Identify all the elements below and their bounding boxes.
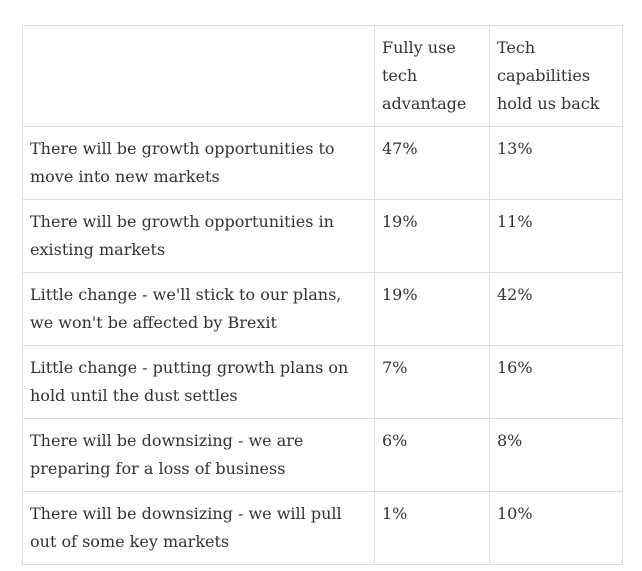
- table-row: There will be growth opportunities in ex…: [22, 199, 623, 273]
- table-row: Little change - we'll stick to our plans…: [22, 272, 623, 346]
- header-fully-use-tech: Fully use tech advantage: [374, 25, 490, 127]
- held-back-value: 10%: [489, 491, 623, 565]
- survey-table-container: Fully use tech advantage Tech capabiliti…: [22, 25, 623, 565]
- held-back-value: 13%: [489, 126, 623, 200]
- held-back-value: 42%: [489, 272, 623, 346]
- row-label: There will be growth opportunities to mo…: [22, 126, 375, 200]
- row-label: There will be downsizing - we will pull …: [22, 491, 375, 565]
- held-back-value: 16%: [489, 345, 623, 419]
- row-label: Little change - we'll stick to our plans…: [22, 272, 375, 346]
- fully-use-value: 6%: [374, 418, 490, 492]
- header-tech-holds-back: Tech capabilities hold us back: [489, 25, 623, 127]
- fully-use-value: 1%: [374, 491, 490, 565]
- row-label: Little change - putting growth plans on …: [22, 345, 375, 419]
- fully-use-value: 19%: [374, 199, 490, 273]
- table-row: There will be growth opportunities to mo…: [22, 126, 623, 200]
- table-header-row: Fully use tech advantage Tech capabiliti…: [22, 25, 623, 127]
- fully-use-value: 47%: [374, 126, 490, 200]
- held-back-value: 11%: [489, 199, 623, 273]
- row-label: There will be downsizing - we are prepar…: [22, 418, 375, 492]
- header-empty-cell: [22, 25, 375, 127]
- held-back-value: 8%: [489, 418, 623, 492]
- table-row: Little change - putting growth plans on …: [22, 345, 623, 419]
- fully-use-value: 7%: [374, 345, 490, 419]
- table-row: There will be downsizing - we will pull …: [22, 491, 623, 565]
- table-row: There will be downsizing - we are prepar…: [22, 418, 623, 492]
- row-label: There will be growth opportunities in ex…: [22, 199, 375, 273]
- fully-use-value: 19%: [374, 272, 490, 346]
- survey-table: Fully use tech advantage Tech capabiliti…: [22, 25, 623, 565]
